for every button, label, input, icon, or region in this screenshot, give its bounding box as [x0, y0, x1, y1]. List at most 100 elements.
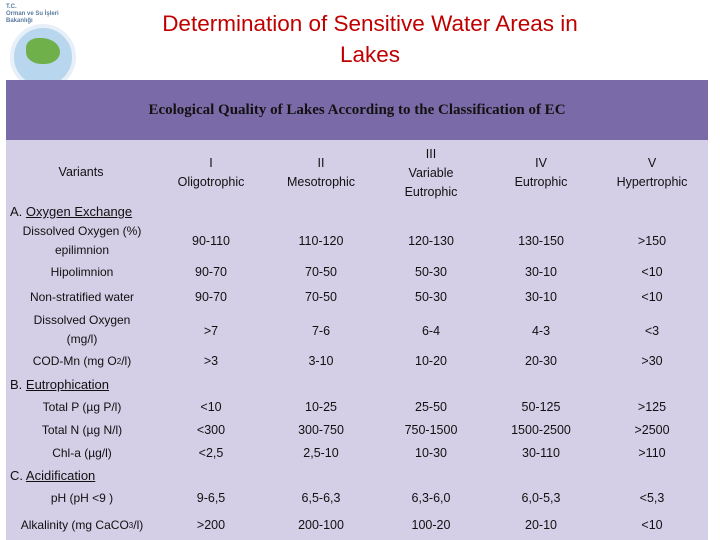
- table-cell: <5,3: [639, 490, 665, 505]
- table-cell: <10: [200, 399, 222, 414]
- table-cell: 7-6: [311, 323, 331, 338]
- table-cell: >125: [637, 399, 667, 414]
- row-label-line1: Dissolved Oxygen (%): [22, 224, 142, 238]
- class-name: Oligotrophic: [177, 175, 245, 189]
- table-cell: 30-110: [522, 445, 560, 460]
- table-cell: >200: [196, 517, 226, 532]
- row-label-cod-mn: COD-Mn (mg O 2/l): [6, 351, 158, 371]
- table-cell: 1500-2500: [511, 422, 571, 437]
- row-label-line1: Dissolved Oxygen: [33, 313, 131, 327]
- table-cell: <10: [641, 517, 663, 532]
- class-name: Mesotrophic: [286, 175, 356, 189]
- table-cell: 3-10: [308, 353, 334, 368]
- table-cell: <2,5: [198, 445, 224, 460]
- table-cell: 120-130: [408, 233, 454, 248]
- ministry-logo: T.C. Orman ve Su İşleri Bakanlığı: [4, 4, 100, 90]
- section-prefix: A.: [10, 204, 26, 219]
- table-cell: 9-6,5: [196, 490, 226, 505]
- class-num: V: [647, 156, 657, 170]
- row-label-end: /l): [133, 517, 144, 532]
- table-cell: 70-50: [305, 289, 337, 304]
- row-label-non-stratified: Non-stratified water: [29, 289, 135, 304]
- row-label-main: COD-Mn (mg O: [32, 353, 117, 368]
- table-cell: 300-750: [298, 422, 344, 437]
- table-cell: 90-70: [195, 264, 227, 279]
- class-header-1: I Oligotrophic: [156, 140, 266, 206]
- class-header-4: IV Eutrophic: [486, 140, 596, 206]
- table-cell: 50-125: [521, 399, 561, 414]
- row-label-chl-a: Chl-a (µg/l): [52, 445, 112, 460]
- class-header-3: III Variable Eutrophic: [376, 140, 486, 206]
- logo-text-line3: Bakanlığı: [6, 18, 33, 24]
- section-a-heading: A. Oxygen Exchange: [10, 204, 132, 219]
- table-cell: <300: [196, 422, 226, 437]
- table-cell: 20-10: [525, 517, 557, 532]
- table-cell: 10-25: [305, 399, 337, 414]
- table-cell: 4-3: [531, 323, 551, 338]
- section-label: Oxygen Exchange: [25, 204, 133, 219]
- banner-text: Ecological Quality of Lakes According to…: [148, 102, 566, 118]
- table-cell: 130-150: [518, 233, 564, 248]
- class-name: Hypertrophic: [616, 175, 688, 189]
- table-cell: 90-110: [192, 233, 230, 248]
- logo-leaf-icon: [26, 38, 60, 64]
- class-num: I: [209, 156, 213, 170]
- row-label-alkalinity: Alkalinity (mg CaCO 3/l): [6, 514, 158, 536]
- table-cell: >30: [641, 353, 663, 368]
- class-name: Eutrophic: [514, 175, 568, 189]
- table-cell: 70-50: [305, 264, 337, 279]
- table-cell: 10-20: [415, 353, 447, 368]
- table-cell: >7: [203, 323, 219, 338]
- section-label: Eutrophication: [25, 377, 110, 392]
- class-header-5: V Hypertrophic: [596, 140, 708, 206]
- table-cell: 6,0-5,3: [521, 490, 561, 505]
- table-cell: >110: [638, 445, 666, 460]
- class-num: II: [317, 156, 325, 170]
- table-cell: <10: [641, 289, 663, 304]
- table-cell: 20-30: [525, 353, 557, 368]
- class-num: III: [425, 146, 437, 161]
- row-label-sub: 2: [116, 356, 122, 366]
- table-cell: 25-50: [415, 399, 447, 414]
- variants-header: Variants: [58, 164, 104, 179]
- title-line1: Determination of Sensitive Water Areas i…: [162, 11, 578, 36]
- table-banner: Ecological Quality of Lakes According to…: [6, 80, 708, 140]
- table-cell: 6,5-6,3: [301, 490, 341, 505]
- table-cell: 50-30: [415, 264, 447, 279]
- section-b-heading: B. Eutrophication: [10, 377, 109, 392]
- table-cell: 750-1500: [404, 422, 458, 437]
- table-cell: 50-30: [415, 289, 447, 304]
- row-label-main: Alkalinity (mg CaCO: [20, 517, 129, 532]
- section-c-heading: C. Acidification: [10, 468, 95, 483]
- row-label-hipolimnion: Hipolimnion: [50, 264, 114, 279]
- classification-table: Variants I Oligotrophic II Mesotrophic I…: [6, 140, 708, 540]
- table-cell: >150: [637, 233, 667, 248]
- class-name: Variable: [408, 165, 454, 180]
- table-cell: 2,5-10: [303, 445, 339, 460]
- table-cell: 110-120: [298, 233, 344, 248]
- logo-text: T.C. Orman ve Su İşleri Bakanlığı: [6, 4, 59, 25]
- row-label-sub: 3: [128, 520, 134, 530]
- class-num: IV: [535, 156, 547, 170]
- row-label-line2: (mg/l): [66, 332, 98, 346]
- table-cell: 30-10: [525, 264, 557, 279]
- table-cell: 10-30: [415, 445, 447, 460]
- table-cell: 200-100: [298, 517, 344, 532]
- table-cell: >2500: [634, 422, 670, 437]
- table-cell: 6-4: [421, 323, 441, 338]
- row-label-ph: pH (pH <9 ): [50, 490, 114, 505]
- table-cell: <3: [644, 323, 660, 338]
- table-cell: <10: [641, 264, 663, 279]
- page-title: Determination of Sensitive Water Areas i…: [100, 8, 640, 70]
- row-label-line2: epilimnion: [54, 243, 110, 257]
- title-line2: Lakes: [339, 42, 401, 67]
- logo-text-line2: Orman ve Su İşleri: [6, 11, 59, 17]
- section-label: Acidification: [25, 468, 96, 483]
- class-header-2: II Mesotrophic: [266, 140, 376, 206]
- row-label-end: /l): [121, 353, 132, 368]
- section-prefix: C.: [10, 468, 26, 483]
- row-label-dissolved-oxygen-percent: Dissolved Oxygen (%) epilimnion: [6, 222, 158, 260]
- table-cell: 100-20: [411, 517, 451, 532]
- logo-text-line1: T.C.: [6, 4, 17, 10]
- row-label-total-n: Total N (µg N/l): [41, 422, 123, 437]
